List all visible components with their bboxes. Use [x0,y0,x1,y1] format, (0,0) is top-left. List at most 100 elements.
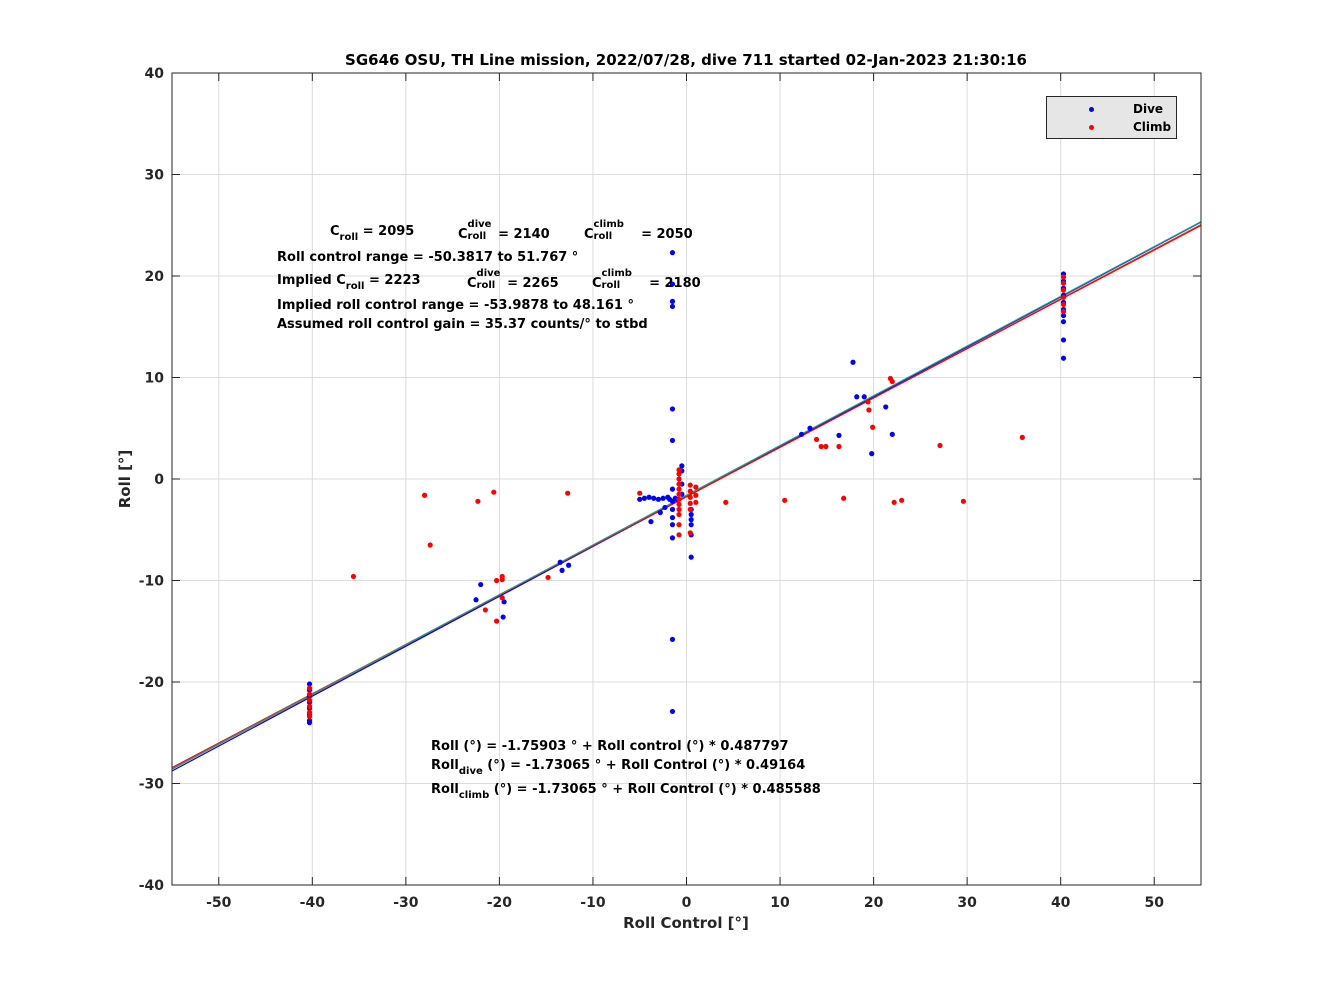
c-roll-climb-superscript: climb [593,219,624,230]
dive-point [679,463,685,469]
x-tick-label: 40 [1051,895,1071,911]
dive-point [836,432,842,438]
climb-point [937,442,943,449]
fit-dive-value: (°) = -1.73065 ° + Roll Control (°) * 0.… [482,758,806,773]
climb-point [676,476,682,482]
dive-point [669,281,676,287]
dive-point [688,517,694,523]
climb-point [818,443,824,450]
climb-point [1019,434,1025,440]
fit-climb-equation: Rollclimb (°) = -1.73065 ° + Roll Contro… [431,782,821,801]
c-roll-symbol: C [330,224,340,239]
c-roll-subscript: roll [339,232,359,243]
climb-point [676,491,682,497]
climb-point [865,399,871,405]
dive-point [669,514,676,521]
dive-point [648,519,654,525]
climb-point [306,713,313,720]
climb-point [891,499,897,505]
implied-c-roll-dive-symbol: C [467,276,477,291]
climb-point [723,499,729,505]
c-roll-climb-symbol: C [584,227,594,242]
implied-c-roll-dive-term: C dive roll = 2265 [467,269,559,291]
y-tick-label: -10 [139,574,165,590]
x-tick-label: 50 [1144,895,1164,911]
dive-point [637,496,643,502]
dive-point [669,708,676,715]
fit-lines [171,221,1202,772]
climb-point [676,471,682,477]
fit-dive-subscript: dive [458,766,483,777]
y-tick-label: 40 [145,66,165,82]
climb-point [870,424,876,430]
c-roll-term: Croll = 2095 [330,224,415,243]
dive-point [669,406,676,412]
dive-point [807,425,813,431]
dive-point [669,522,676,528]
climb-point [693,484,699,490]
dive-point [473,597,479,603]
dive-point [306,681,313,687]
dive-point [655,496,662,502]
climb-point [687,482,693,488]
climb-point [899,497,905,503]
x-axis-label: Roll Control [°] [623,914,749,932]
roll-control-range-text: Roll control range = -50.3817 to 51.767 … [277,250,579,265]
dive-point [1060,337,1067,343]
implied-c-roll-climb-subscript: roll [601,280,621,291]
y-tick-label: 10 [145,371,165,387]
climb-point [494,618,500,624]
gain-text: Assumed roll control gain = 35.37 counts… [277,317,648,332]
climb-point [491,489,497,495]
climb-point [306,691,313,697]
chart-title: SG646 OSU, TH Line mission, 2022/07/28, … [345,51,1027,69]
implied-c-roll-climb-symbol: C [592,276,602,291]
x-tick-label: 10 [770,895,790,911]
climb-point [813,436,820,443]
climb-point [421,492,428,498]
climb-point [1060,280,1067,286]
c-roll-dive-subscript: roll [467,231,487,242]
c-roll-climb-value: = 2050 [636,227,693,242]
implied-c-roll-dive-value: = 2265 [502,276,559,291]
dive-point [798,431,805,437]
climb-point [693,492,699,498]
climb-point [676,511,682,518]
x-tick-label: -20 [487,895,513,911]
dive-point [1060,319,1067,325]
dive-point [501,599,507,605]
fit-climb-value: (°) = -1.73065 ° + Roll Control (°) * 0.… [489,782,821,797]
dive-point [651,495,657,501]
implied-c-roll-climb-term: C climb roll = 2180 [592,269,701,291]
y-axis-label: Roll [°] [116,450,134,509]
climb-point [676,501,682,507]
climb-point [676,496,682,502]
dive-point [669,303,676,310]
dive-point [306,720,313,726]
climb-point [823,443,829,450]
climb-point [545,574,551,581]
climb-point [306,685,313,691]
dive-point [669,535,676,541]
climb-point [494,577,500,584]
dive-point [688,554,694,560]
y-tick-label: 30 [145,168,165,184]
climb-point [637,490,643,496]
climb-point [676,481,682,487]
climb-point [676,522,682,528]
climb-point [427,542,433,548]
fit-roll-equation: Roll (°) = -1.75903 ° + Roll control (°)… [431,739,789,754]
climb-point [499,595,505,601]
dive-point [669,298,676,304]
c-roll-value: = 2095 [358,224,415,239]
climb-point [676,467,682,473]
climb-point [306,703,313,709]
dive-point [688,522,694,528]
climb-point [836,443,842,450]
c-roll-dive-term: C dive roll = 2140 [458,220,550,242]
climb-point [1060,294,1067,300]
climb-point [1060,287,1067,293]
c-roll-dive-superscript: dive [467,219,492,230]
climb-point [306,697,313,703]
